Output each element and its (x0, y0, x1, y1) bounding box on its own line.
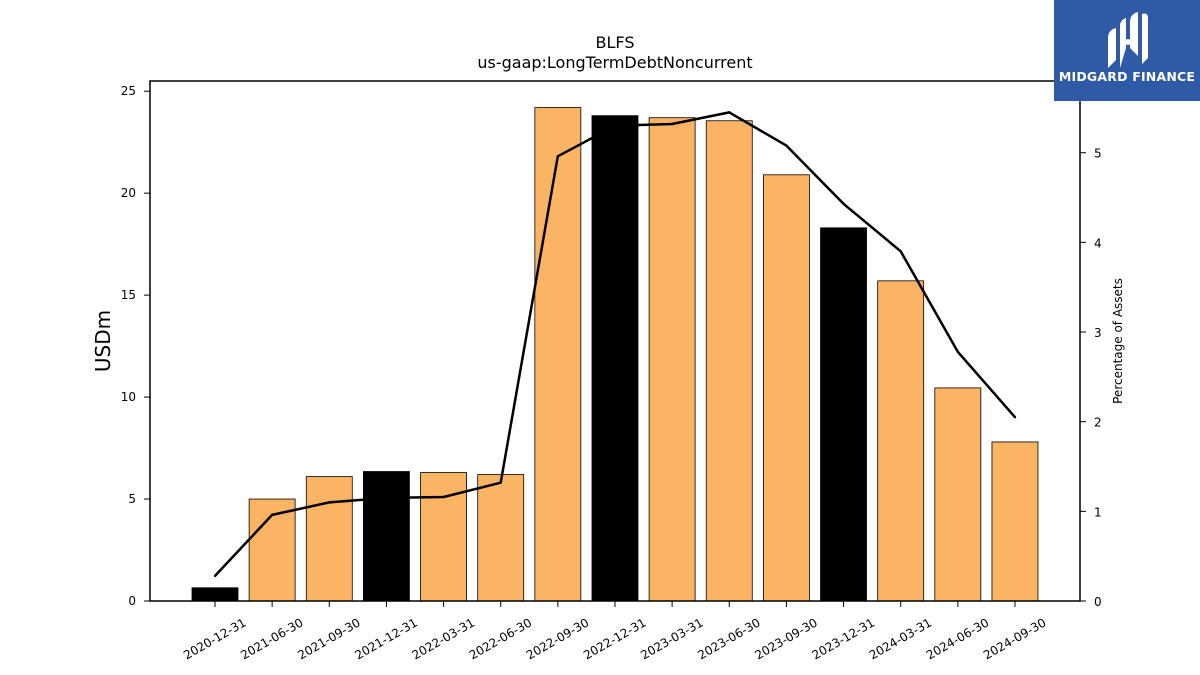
line-point-2020-12-31 (213, 574, 217, 578)
x-tick-label: 2023-12-31 (810, 615, 877, 662)
brand-logo: MIDGARD FINANCE (1054, 0, 1200, 101)
chart-subtitle: us-gaap:LongTermDebtNoncurrent (477, 53, 752, 72)
line-point-2021-06-30 (270, 513, 274, 517)
y-tick-label: 0 (128, 594, 136, 608)
y-axis-label: USDm (91, 310, 115, 372)
bar-2022-09-30 (534, 107, 582, 602)
line-point-2022-09-30 (556, 155, 560, 158)
y2-tick-label: 2 (1094, 416, 1102, 430)
x-tick-label: 2021-12-31 (353, 615, 420, 662)
y-tick-label: 25 (121, 84, 136, 98)
bar-2023-06-30 (705, 120, 753, 602)
bar-2020-12-31 (191, 587, 239, 602)
x-tick-label: 2021-09-30 (295, 615, 362, 662)
x-tick-label: 2022-06-30 (467, 615, 534, 662)
chart-title: BLFS (596, 33, 635, 52)
y2-axis-label: Percentage of Assets (1111, 278, 1125, 404)
line-point-2024-03-31 (899, 250, 902, 253)
line-point-2022-06-30 (499, 481, 502, 484)
y2-tick-label: 0 (1094, 595, 1102, 609)
bar-series (191, 107, 1039, 602)
line-point-2024-09-30 (1013, 416, 1017, 419)
y-tick-label: 20 (121, 186, 136, 200)
y-tick-label: 10 (121, 390, 136, 404)
y-tick-label: 5 (128, 492, 136, 506)
bar-2022-06-30 (477, 474, 525, 602)
x-tick-label: 2023-09-30 (752, 615, 819, 662)
x-tick-label: 2022-03-31 (410, 615, 477, 662)
bar-2024-09-30 (991, 441, 1039, 602)
bar-2024-06-30 (934, 387, 982, 602)
line-point-2023-12-31 (842, 202, 845, 206)
line-point-2021-09-30 (328, 501, 331, 504)
y2-tick-label: 5 (1094, 147, 1102, 161)
line-point-2022-12-31 (613, 124, 617, 128)
x-tick-label: 2024-03-31 (867, 615, 934, 662)
y-tick-label: 15 (121, 288, 136, 302)
line-point-2023-09-30 (785, 144, 788, 147)
line-point-2023-06-30 (728, 111, 731, 114)
brand-name: MIDGARD FINANCE (1058, 69, 1196, 84)
line-point-2022-03-31 (442, 495, 445, 499)
x-tick-label: 2024-09-30 (981, 615, 1048, 662)
bar-2021-09-30 (305, 476, 353, 602)
midgard-m-logo-icon (1108, 12, 1148, 68)
bar-2022-12-31 (591, 115, 639, 602)
x-tick-label: 2022-12-31 (581, 615, 648, 662)
bar-2023-09-30 (763, 174, 810, 602)
y2-tick-label: 3 (1094, 326, 1102, 340)
bar-2023-03-31 (648, 117, 696, 602)
x-tick-label: 2022-09-30 (524, 615, 591, 662)
x-tick-label: 2023-06-30 (695, 615, 762, 662)
y2-tick-label: 1 (1094, 505, 1102, 519)
line-point-2023-03-31 (670, 122, 674, 126)
line-point-2021-12-31 (385, 496, 388, 500)
bar-2024-03-31 (877, 280, 925, 602)
bar-2021-12-31 (363, 471, 410, 602)
y2-axis: 0 1 2 3 4 5 (1080, 147, 1102, 609)
line-series (213, 111, 1017, 578)
x-tick-label: 2023-03-31 (638, 615, 705, 662)
x-tick-label: 2020-12-31 (181, 615, 248, 662)
x-tick-label: 2024-06-30 (924, 615, 991, 662)
x-tick-label: 2021-06-30 (238, 615, 305, 662)
line-point-2024-06-30 (956, 350, 960, 353)
x-axis: 2020-12-312021-06-302021-09-302021-12-31… (181, 601, 1048, 662)
y2-tick-label: 4 (1094, 236, 1102, 250)
bar-2023-12-31 (820, 227, 867, 602)
y-axis: 0 5 10 15 20 25 (121, 84, 150, 608)
